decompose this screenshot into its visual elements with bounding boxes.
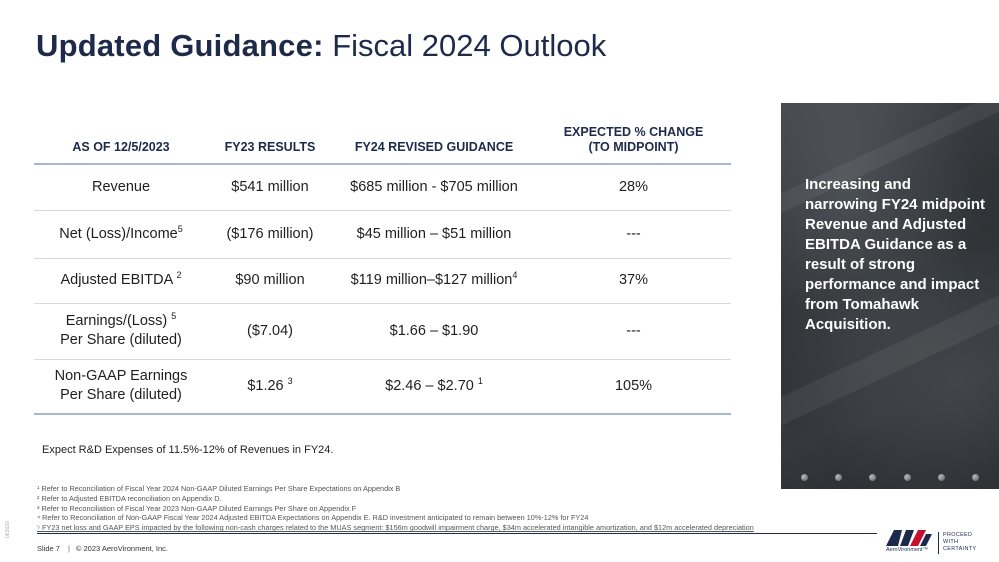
metric-cell: Net (Loss)/Income5 <box>34 210 208 259</box>
header-as-of: AS OF 12/5/2023 <box>34 122 208 165</box>
footnote-ref: 4 <box>512 270 518 281</box>
footnote-5: ⁵ FY23 net loss and GAAP EPS impacted by… <box>37 523 754 533</box>
header-change-line2: (TO MIDPOINT) <box>588 140 679 154</box>
header-change-line1: EXPECTED % CHANGE <box>563 125 704 139</box>
metric-label-line2: Per Share (diluted) <box>60 387 182 404</box>
copyright: © 2023 AeroVironment, Inc. <box>75 544 168 553</box>
header-fy23: FY23 RESULTS <box>208 122 332 165</box>
footnote-3: ³ Refer to Reconciliation of Fiscal Year… <box>37 503 357 513</box>
rivet-row <box>781 474 999 481</box>
table-header-row: AS OF 12/5/2023 FY23 RESULTS FY24 REVISE… <box>34 122 731 165</box>
fy24-cell: $119 million–$127 million4 <box>332 258 536 304</box>
change-cell: --- <box>536 303 731 360</box>
footnote-1: ¹ Refer to Reconciliation of Fiscal Year… <box>37 484 401 493</box>
change-cell: 28% <box>536 164 731 211</box>
footnote-2: ² Refer to Adjusted EBITDA reconciliatio… <box>37 493 222 503</box>
rd-expense-note: Expect R&D Expenses of 11.5%-12% of Reve… <box>42 444 334 456</box>
change-cell: 105% <box>536 359 731 415</box>
fy24-cell: $685 million - $705 million <box>332 164 536 211</box>
tagline-line2: WITH <box>943 539 959 545</box>
metric-label: Revenue <box>91 178 151 195</box>
table-row: Net (Loss)/Income5 ($176 million) $45 mi… <box>34 210 731 259</box>
fy24-value: $2.46 – $2.70 <box>385 377 478 394</box>
side-code: 062620 <box>5 521 11 538</box>
table-row: Non-GAAP Earnings Per Share (diluted) $1.… <box>34 359 731 415</box>
fy24-cell: $45 million – $51 million <box>332 210 536 259</box>
metric-cell: Non-GAAP Earnings Per Share (diluted) <box>34 359 208 415</box>
fy23-cell: $90 million <box>208 258 332 304</box>
header-change: EXPECTED % CHANGE (TO MIDPOINT) <box>536 122 731 165</box>
fy23-cell: $1.26 3 <box>208 359 332 415</box>
metric-label-line2: Per Share (diluted) <box>60 332 182 348</box>
fy23-cell: ($176 million) <box>208 210 332 259</box>
footer-separator: | <box>67 544 70 553</box>
slide-footer: Slide 7 | © 2023 AeroVironment, Inc. <box>37 544 168 553</box>
header-fy24: FY24 REVISED GUIDANCE <box>332 122 536 165</box>
metric-label: Non-GAAP Earnings <box>54 368 188 385</box>
fy24-cell: $2.46 – $2.70 1 <box>332 359 536 415</box>
footnote-ref: 1 <box>477 375 483 386</box>
page-title: Updated Guidance: Fiscal 2024 Outlook <box>36 28 606 64</box>
tagline-line1: PROCEED <box>943 532 973 538</box>
footnote-ref: 2 <box>176 270 182 281</box>
fy24-cell: $1.66 – $1.90 <box>332 303 536 360</box>
side-panel: Increasing and narrowing FY24 midpoint R… <box>781 103 999 489</box>
footnote-ref: 5 <box>171 311 177 322</box>
metric-label: Earnings/(Loss) <box>65 313 172 329</box>
side-panel-text: Increasing and narrowing FY24 midpoint R… <box>805 176 986 333</box>
rivet-icon <box>903 474 911 481</box>
metric-label: Net (Loss)/Income <box>59 225 178 242</box>
rivet-icon <box>869 474 877 481</box>
metric-label: Adjusted EBITDA <box>60 272 177 288</box>
table-row: Revenue $541 million $685 million - $705… <box>34 164 731 211</box>
title-rest: Fiscal 2024 Outlook <box>332 28 607 63</box>
slide-number: Slide 7 <box>37 544 60 553</box>
logo-divider <box>938 532 939 554</box>
footnote-ref: 3 <box>287 375 293 386</box>
fy23-value: $1.26 <box>247 377 288 394</box>
rivet-icon <box>937 474 945 481</box>
metric-cell: Adjusted EBITDA 2 <box>34 258 208 304</box>
fy23-cell: $541 million <box>208 164 332 211</box>
av-logo-icon <box>886 530 932 546</box>
change-cell: --- <box>536 210 731 259</box>
footer-rule <box>37 533 877 534</box>
title-bold: Updated Guidance: <box>36 28 324 63</box>
footnote-4: ⁴ Refer to Reconciliation of Non-GAAP Fi… <box>37 513 589 523</box>
change-cell: 37% <box>536 258 731 304</box>
table-row: Earnings/(Loss) 5 Per Share (diluted) ($7… <box>34 303 731 360</box>
logo-brand: AeroVironment™ <box>886 547 929 553</box>
fy24-value: $119 million–$127 million <box>350 272 513 288</box>
table-row: Adjusted EBITDA 2 $90 million $119 milli… <box>34 258 731 304</box>
guidance-table: AS OF 12/5/2023 FY23 RESULTS FY24 REVISE… <box>34 122 731 415</box>
fy23-cell: ($7.04) <box>208 303 332 360</box>
rivet-icon <box>834 474 842 481</box>
footnote-ref: 5 <box>177 223 183 234</box>
footnotes: ¹ Refer to Reconciliation of Fiscal Year… <box>37 484 877 533</box>
metric-cell: Earnings/(Loss) 5 Per Share (diluted) <box>34 303 208 360</box>
tagline-line3: CERTAINTY <box>943 546 977 552</box>
rivet-icon <box>800 474 808 481</box>
rivet-icon <box>972 474 980 481</box>
metric-cell: Revenue <box>34 164 208 211</box>
logo-tagline: PROCEED WITH CERTAINTY <box>943 532 976 553</box>
aerovironment-logo: AeroVironment™ PROCEED WITH CERTAINTY <box>886 530 994 556</box>
